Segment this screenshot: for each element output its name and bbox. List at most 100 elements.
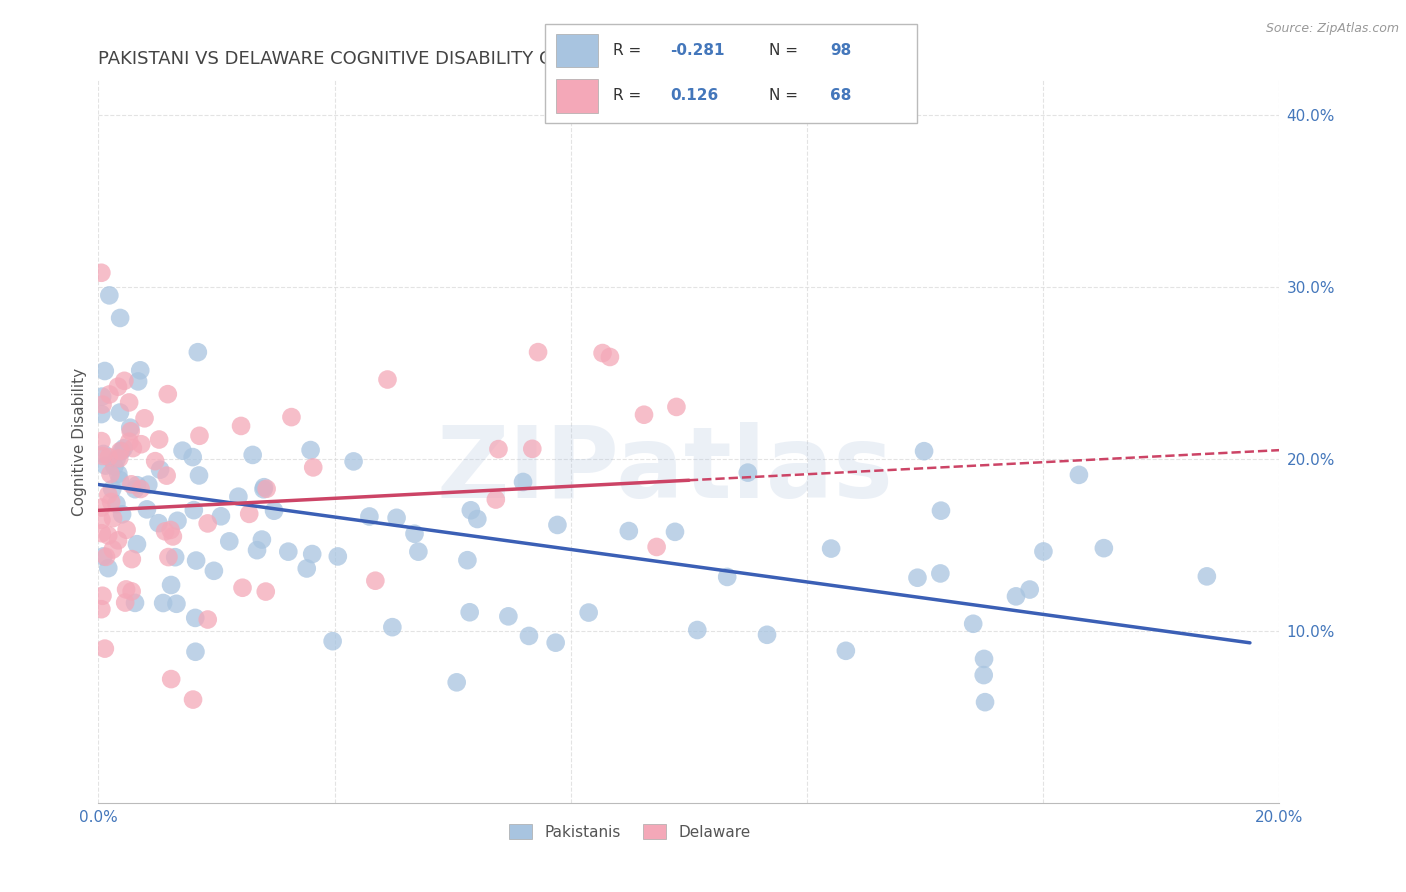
Point [122,441,145,455]
Point [686,623,709,637]
Point [756,628,779,642]
Point [183,503,205,517]
Text: N =: N = [769,43,799,58]
Point [107,380,129,394]
Point [118,434,141,449]
Point [172,443,194,458]
Point [188,468,211,483]
Point [90,500,112,515]
Point [253,480,276,494]
Text: R =: R = [613,43,641,58]
Point [197,613,219,627]
Point [136,477,159,491]
Point [90,266,112,280]
Point [157,550,180,565]
Point [488,442,510,456]
Point [125,537,148,551]
Point [121,584,143,599]
Point [156,468,179,483]
Point [280,410,302,425]
Point [974,695,997,709]
Point [108,473,131,487]
Point [160,578,183,592]
Point [120,420,142,434]
Point [90,602,112,616]
Point [120,477,142,491]
Point [143,454,166,468]
Point [302,460,325,475]
Point [90,407,112,421]
Point [446,675,468,690]
Point [91,589,114,603]
Point [121,552,143,566]
Text: 98: 98 [830,43,851,58]
Point [835,644,858,658]
Point [91,549,114,564]
Point [101,542,124,557]
Point [512,475,534,489]
Point [460,503,482,517]
Point [218,534,240,549]
Point [112,442,135,456]
Point [322,634,344,648]
Point [184,645,207,659]
FancyBboxPatch shape [546,24,917,123]
Legend: Pakistanis, Delaware: Pakistanis, Delaware [503,818,756,846]
Point [229,419,252,434]
Point [100,467,122,481]
Point [108,405,131,419]
Point [1092,541,1115,556]
Point [364,574,387,588]
Point [973,652,995,666]
Point [110,444,132,458]
Point [115,582,138,597]
Point [129,363,152,377]
Point [408,544,430,558]
Point [256,482,278,496]
Point [165,597,187,611]
Point [645,540,668,554]
Point [105,497,128,511]
Point [912,444,935,458]
Point [105,452,128,467]
Point [156,387,179,401]
Point [485,492,508,507]
Point [134,411,156,425]
Point [94,641,117,656]
Point [127,375,149,389]
Text: R =: R = [613,88,641,103]
Point [181,692,204,706]
Text: 0.126: 0.126 [671,88,718,103]
Point [231,581,253,595]
Point [90,434,112,449]
Point [664,524,686,539]
Point [90,513,112,527]
Point [101,511,124,525]
Point [1195,569,1218,583]
Point [97,450,120,464]
Point [152,596,174,610]
Point [129,437,152,451]
Point [97,561,120,575]
Point [299,443,322,458]
Point [465,512,488,526]
Point [118,395,141,409]
Text: N =: N = [769,88,799,103]
Point [107,533,129,548]
Point [263,504,285,518]
Point [527,345,550,359]
Point [160,672,183,686]
FancyBboxPatch shape [557,34,599,68]
Point [148,516,170,531]
Point [187,345,209,359]
Point [1032,544,1054,558]
Point [359,509,381,524]
Point [716,570,738,584]
Point [301,547,323,561]
Point [184,553,207,567]
Point [973,668,995,682]
Point [108,451,131,466]
Point [1005,590,1028,604]
Text: PAKISTANI VS DELAWARE COGNITIVE DISABILITY CORRELATION CHART: PAKISTANI VS DELAWARE COGNITIVE DISABILI… [98,50,734,68]
Point [907,571,929,585]
